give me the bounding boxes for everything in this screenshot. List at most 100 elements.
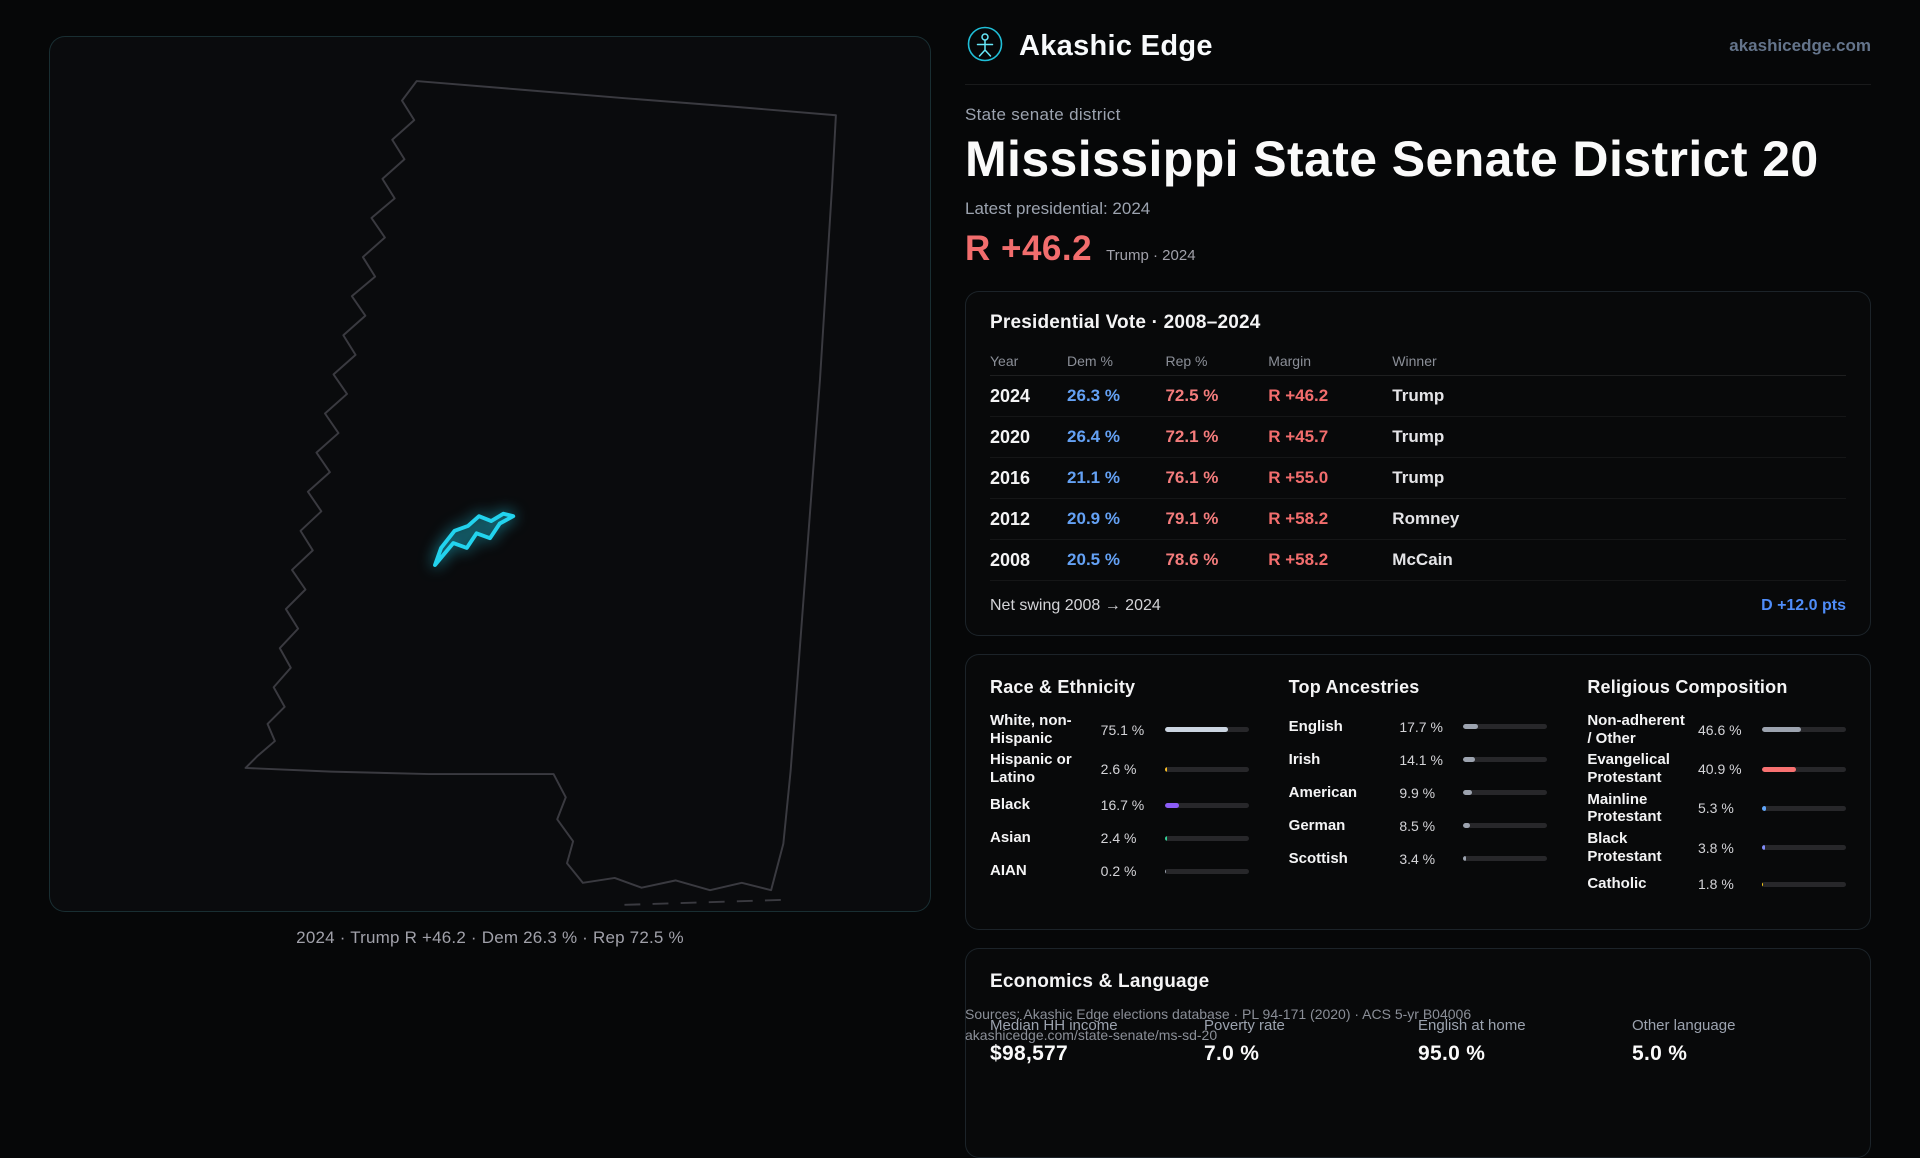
stat-label: Black [990, 796, 1031, 814]
stat-bar [1463, 856, 1548, 861]
col-header-year: Year [990, 352, 1019, 369]
stat-other-language: Other language 5.0 % [1632, 1017, 1846, 1066]
stat-label: Hispanic or Latino [990, 751, 1072, 787]
presidential-table: Year Dem % Rep % Margin Winner 2024 26.3… [990, 346, 1846, 581]
col-header-margin: Margin [1268, 352, 1311, 369]
stat-bar [1761, 766, 1846, 772]
economics-stats: Median HH income $98,577 Poverty rate 7.… [990, 1017, 1846, 1066]
year-cell: 2008 [990, 549, 1031, 570]
stat-label: AIAN [990, 862, 1027, 880]
rep-cell: 76.1 % [1165, 468, 1219, 487]
stat-row: English 17.7 % [1289, 710, 1548, 743]
net-swing-label: Net swing 2008 → 2024 [990, 597, 1161, 614]
stat-row: Black Protestant 3.8 % [1587, 828, 1846, 867]
stat-value: 0.2 % [1100, 863, 1137, 880]
stat-row: Catholic 1.8 % [1587, 868, 1846, 901]
margin-cell: R +55.0 [1268, 468, 1329, 487]
stat-value: 95.0 % [1418, 1042, 1486, 1065]
stat-row: German 8.5 % [1289, 809, 1548, 842]
headline-margin-context: Trump · 2024 [1106, 247, 1196, 264]
stat-value: 5.0 % [1632, 1042, 1688, 1065]
stat-label: English at home [1418, 1017, 1526, 1034]
stat-label: Poverty rate [1204, 1017, 1285, 1034]
ancestries-section: Top Ancestries English 17.7 % Irish 14.1… [1289, 677, 1548, 907]
stat-bar [1761, 805, 1846, 811]
year-cell: 2020 [990, 426, 1031, 447]
religion-section: Religious Composition Non-adherent / Oth… [1587, 677, 1846, 907]
col-header-dem: Dem % [1067, 352, 1113, 369]
stat-row: Asian 2.4 % [990, 822, 1249, 855]
stat-bar [1463, 724, 1548, 729]
stat-value: 8.5 % [1399, 817, 1436, 834]
stat-value: 46.6 % [1697, 721, 1742, 738]
table-header-row: Year Dem % Rep % Margin Winner [990, 346, 1846, 376]
district-map-panel[interactable] [49, 36, 931, 912]
stat-value: $98,577 [990, 1042, 1069, 1065]
winner-cell: Romney [1392, 509, 1460, 528]
race-section-title: Race & Ethnicity [990, 677, 1136, 697]
stat-value: 2.6 % [1100, 761, 1137, 778]
stat-label: Median HH income [990, 1017, 1118, 1034]
dem-cell: 20.9 % [1067, 509, 1120, 528]
stat-label: Scottish [1288, 849, 1348, 867]
map-caption: 2024 · Trump R +46.2 · Dem 26.3 % · Rep … [296, 928, 684, 947]
site-link[interactable]: akashicedge.com [1729, 36, 1871, 55]
stat-row: Non-adherent / Other 46.6 % [1587, 710, 1846, 749]
col-header-winner: Winner [1392, 352, 1437, 369]
headline-margin-value: R +46.2 [965, 229, 1093, 268]
ancestries-section-title: Top Ancestries [1288, 677, 1420, 697]
stat-english-at-home: English at home 95.0 % [1418, 1017, 1632, 1066]
stat-bar [1761, 727, 1846, 733]
stat-bar [1164, 868, 1249, 874]
margin-cell: R +46.2 [1268, 386, 1329, 405]
rep-cell: 79.1 % [1165, 509, 1219, 528]
stat-label: Other language [1632, 1017, 1736, 1034]
winner-cell: Trump [1392, 386, 1445, 405]
stat-value: 9.9 % [1399, 784, 1436, 801]
rep-cell: 78.6 % [1165, 550, 1219, 569]
demographics-card: Race & Ethnicity White, non-Hispanic 75.… [965, 654, 1871, 930]
stat-median-income: Median HH income $98,577 [990, 1017, 1204, 1066]
stat-row: Hispanic or Latino 2.6 % [990, 749, 1249, 788]
economics-card: Economics & Language Median HH income $9… [965, 948, 1871, 1158]
stat-row: Irish 14.1 % [1289, 743, 1548, 776]
stat-label: Black Protestant [1587, 830, 1662, 865]
stat-label: Non-adherent / Other [1587, 712, 1685, 747]
stat-label: Asian [990, 829, 1031, 847]
margin-cell: R +58.2 [1268, 550, 1329, 569]
stat-value: 14.1 % [1399, 751, 1443, 768]
stat-label: Irish [1288, 750, 1321, 768]
stat-row: Evangelical Protestant 40.9 % [1587, 749, 1846, 788]
content-column: Akashic Edge akashicedge.com State senat… [960, 0, 1920, 1158]
dem-cell: 21.1 % [1067, 468, 1120, 487]
stat-poverty-rate: Poverty rate 7.0 % [1204, 1017, 1418, 1066]
rep-cell: 72.5 % [1165, 386, 1219, 405]
table-row: 2016 21.1 % 76.1 % R +55.0 Trump [990, 458, 1846, 499]
winner-cell: McCain [1392, 550, 1453, 569]
year-cell: 2024 [990, 385, 1031, 406]
district-shape[interactable] [433, 511, 516, 568]
stat-row: White, non-Hispanic 75.1 % [990, 710, 1249, 749]
stat-label: American [1288, 783, 1358, 801]
stat-label: English [1288, 717, 1343, 735]
stat-value: 16.7 % [1100, 797, 1145, 814]
latest-presidential-label: Latest presidential: 2024 [965, 199, 1151, 218]
presidential-card-title: Presidential Vote · 2008–2024 [990, 312, 1261, 333]
stat-bar [1164, 727, 1249, 733]
stat-value: 3.8 % [1697, 839, 1734, 856]
table-row: 2024 26.3 % 72.5 % R +46.2 Trump [990, 376, 1846, 417]
stat-row: Black 16.7 % [990, 789, 1249, 822]
stat-value: 2.4 % [1100, 830, 1137, 847]
table-row: 2008 20.5 % 78.6 % R +58.2 McCain [990, 540, 1846, 581]
dem-cell: 20.5 % [1067, 550, 1120, 569]
stat-label: German [1288, 816, 1346, 834]
dem-cell: 26.4 % [1067, 427, 1120, 446]
mississippi-map [244, 80, 837, 906]
stat-value: 1.8 % [1697, 876, 1734, 892]
dem-cell: 26.3 % [1067, 386, 1120, 405]
winner-cell: Trump [1392, 427, 1445, 446]
brand-title: Akashic Edge [1019, 29, 1213, 62]
margin-cell: R +45.7 [1268, 427, 1329, 446]
stat-value: 17.7 % [1399, 718, 1443, 735]
winner-cell: Trump [1392, 468, 1445, 487]
